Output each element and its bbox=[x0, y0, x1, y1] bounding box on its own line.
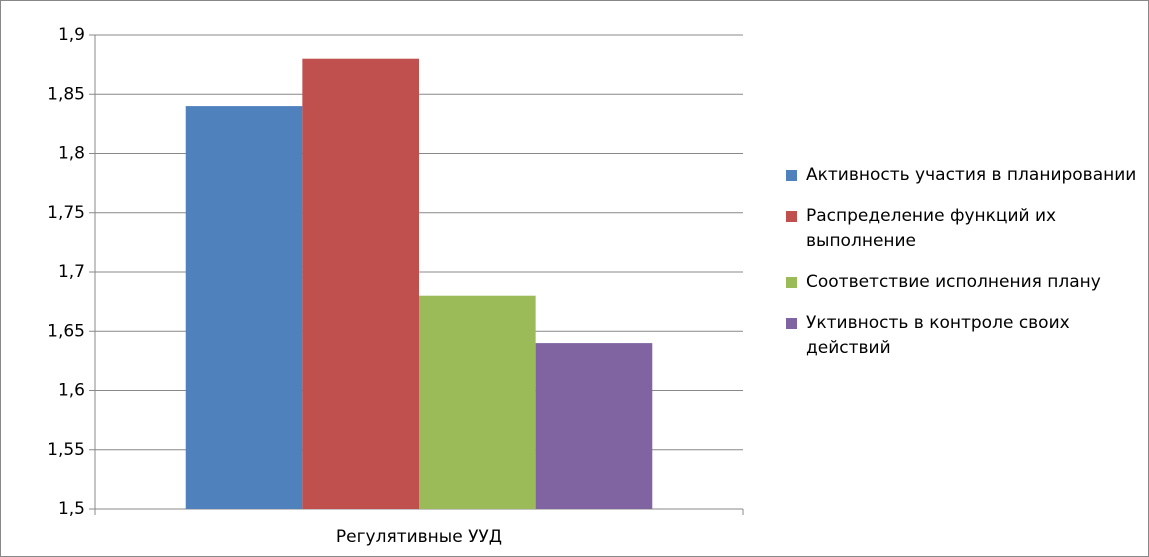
bar bbox=[535, 343, 653, 509]
bar bbox=[419, 295, 536, 509]
legend-swatch bbox=[786, 277, 797, 288]
legend-swatch bbox=[786, 170, 797, 181]
legend-label: Соответствие исполнения плану bbox=[806, 272, 1101, 292]
y-tick-label: 1,55 bbox=[47, 440, 85, 460]
y-tick-label: 1,75 bbox=[47, 203, 85, 223]
legend-item: Распределение функций их выполнение bbox=[786, 204, 1146, 254]
legend: Активность участия в планировании Распред… bbox=[786, 163, 1146, 377]
x-tick-label: Регулятивные УУД bbox=[336, 527, 502, 547]
y-tick-label: 1,7 bbox=[58, 262, 85, 282]
y-tick-label: 1,65 bbox=[47, 321, 85, 341]
y-tick-label: 1,6 bbox=[58, 381, 85, 401]
y-tick-label: 1,5 bbox=[58, 499, 85, 519]
y-tick-label: 1,85 bbox=[47, 84, 85, 104]
legend-item: Уктивность в контроле своих действий bbox=[786, 311, 1146, 361]
bar bbox=[302, 58, 419, 509]
legend-item: Активность участия в планировании bbox=[786, 163, 1146, 188]
legend-label: Уктивность в контроле своих действий bbox=[806, 313, 1070, 358]
legend-item: Соответствие исполнения плану bbox=[786, 270, 1146, 295]
legend-label: Распределение функций их выполнение bbox=[806, 206, 1057, 251]
y-tick-label: 1,8 bbox=[58, 144, 85, 164]
legend-swatch bbox=[786, 318, 797, 329]
y-tick-label: 1,9 bbox=[58, 25, 85, 45]
bar bbox=[185, 106, 303, 509]
legend-label: Активность участия в планировании bbox=[806, 165, 1137, 185]
legend-swatch bbox=[786, 211, 797, 222]
